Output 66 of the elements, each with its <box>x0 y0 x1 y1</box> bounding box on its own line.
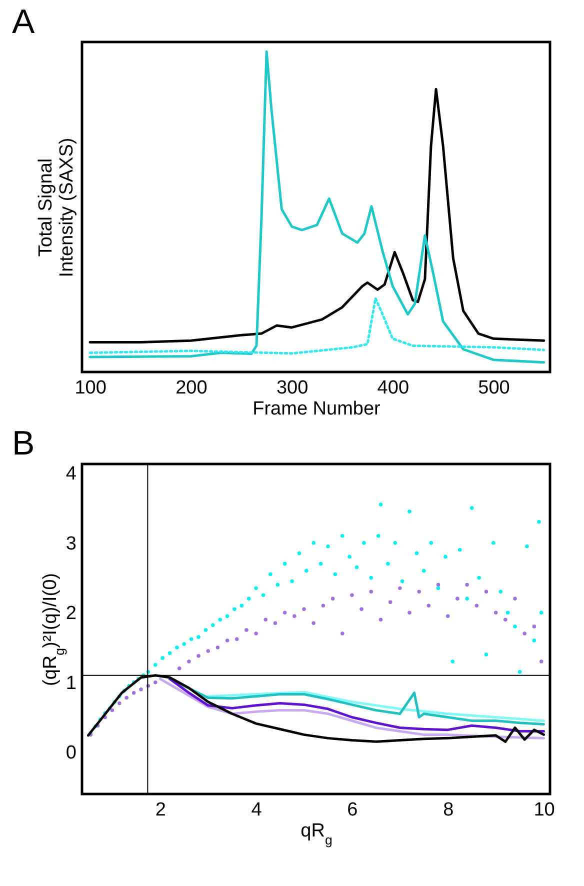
x-tick-label: 4 <box>251 800 262 820</box>
point <box>456 596 460 601</box>
chart-title: A <box>12 3 35 41</box>
point <box>282 610 287 614</box>
point <box>196 654 200 658</box>
point <box>532 624 536 628</box>
point <box>513 596 517 601</box>
x-tick-label: 500 <box>478 378 510 398</box>
point <box>484 590 488 594</box>
point <box>426 604 431 608</box>
point <box>139 687 143 692</box>
y-tick-label: 0 <box>66 742 76 764</box>
x-tick-label: 200 <box>176 378 208 398</box>
point <box>225 638 230 642</box>
point <box>340 632 344 636</box>
point <box>244 628 248 632</box>
point <box>118 701 122 706</box>
point <box>302 607 306 611</box>
point <box>369 590 374 594</box>
point <box>187 660 191 664</box>
point <box>110 708 114 712</box>
y-tick-label: 1 <box>66 672 76 694</box>
x-tick-label: 300 <box>276 378 308 398</box>
point <box>153 680 158 684</box>
chart-title: B <box>12 424 35 462</box>
point <box>330 596 335 601</box>
point <box>132 690 136 695</box>
point <box>465 582 469 587</box>
x-axis-title: Frame Number <box>252 398 382 420</box>
line-series <box>206 690 546 722</box>
point <box>494 610 498 614</box>
x-tick-label: 8 <box>443 800 454 820</box>
point <box>398 586 402 590</box>
y-tick-label: 2 <box>66 603 76 624</box>
point <box>321 604 326 608</box>
point <box>522 632 526 636</box>
point <box>417 590 421 594</box>
point <box>504 618 508 622</box>
point <box>408 610 412 614</box>
point <box>273 621 278 625</box>
x-tick-label: 6 <box>347 800 358 820</box>
point <box>206 649 210 653</box>
y-tick-label: 3 <box>66 533 76 554</box>
x-axis-title: qR$_{g}$ <box>300 820 332 847</box>
point <box>474 604 479 608</box>
point <box>388 600 392 604</box>
y-tick-label: 4 <box>66 464 77 485</box>
x-tick-label: 10 <box>534 800 555 820</box>
point <box>360 607 364 611</box>
point <box>350 593 354 598</box>
point <box>312 621 316 625</box>
x-tick-label: 400 <box>377 378 410 398</box>
point <box>378 618 383 622</box>
x-tick-label: 100 <box>74 378 106 398</box>
point <box>177 666 182 670</box>
x-tick-label: 2 <box>155 800 166 820</box>
point <box>216 646 220 650</box>
point <box>235 637 239 641</box>
y-axis-title: Total Signal Intensity (SAXS) <box>36 138 78 278</box>
point <box>124 696 128 700</box>
point <box>292 614 296 618</box>
point <box>436 582 440 587</box>
point <box>254 632 258 636</box>
point <box>540 660 544 664</box>
point <box>264 618 268 622</box>
point <box>446 614 450 618</box>
